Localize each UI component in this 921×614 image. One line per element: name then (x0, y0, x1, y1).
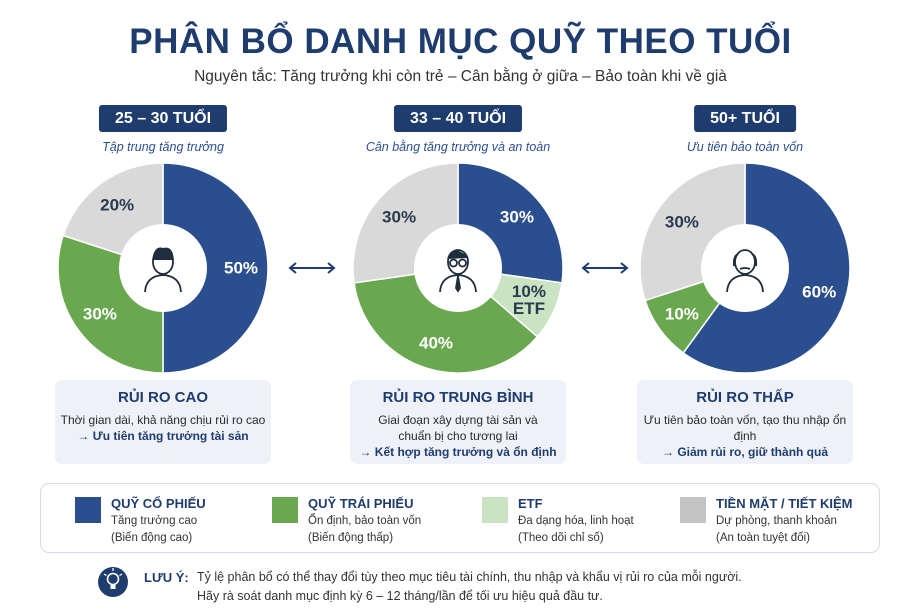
note-text: Tỷ lệ phân bổ có thể thay đổi tùy theo m… (197, 570, 742, 584)
person-hair (152, 247, 174, 261)
arrow (288, 262, 629, 274)
slice-label: 30% (82, 304, 117, 324)
risk-text: → Ưu tiên tăng trưởng tài sản (77, 429, 249, 443)
person-head (734, 249, 756, 275)
person-icon (726, 249, 764, 293)
person-glasses (449, 258, 458, 268)
chart-title: 50+ TUỔI (694, 105, 796, 132)
risk-title: RỦI RO TRUNG BÌNH (382, 389, 534, 406)
risk-box: RỦI RO TRUNG BÌNH Giai đoạn xây dựng tài … (350, 380, 566, 464)
slice-label: 20% (100, 195, 135, 215)
risk-box: RỦI RO CAO Thời gian dài, khả năng chịu r… (55, 380, 271, 464)
legend-swatch (75, 497, 101, 523)
legend-name: TIỀN MẶT / TIẾT KIỆM (716, 496, 853, 511)
risk-text: Ưu tiên bảo toàn vốn, tạo thu nhập ổn đị… (643, 413, 847, 443)
legend-name: QUỸ TRÁI PHIẾU (308, 496, 414, 511)
legend-box (40, 483, 880, 553)
person-hair (732, 253, 758, 267)
risk-title: RỦI RO CAO (118, 389, 208, 406)
risk-text: Thời gian dài, khả năng chịu rủi ro cao (60, 413, 266, 427)
risk-text: chuẩn bị cho tương lai (398, 429, 518, 443)
chart-subtitle: Tập trung tăng trưởng (102, 140, 224, 154)
risk-title: RỦI RO THẤP (696, 389, 794, 406)
legend-swatch (272, 497, 298, 523)
person-icon (144, 247, 182, 293)
legend-name: ETF (518, 496, 543, 511)
legend-desc: (Biến động thấp) (308, 532, 394, 544)
slice-label: 60% (802, 282, 837, 302)
legend-desc: Ổn định, bảo toàn vốn (308, 515, 422, 527)
person-mustache (739, 267, 751, 270)
legend-name: QUỸ CỔ PHIẾU (111, 496, 206, 511)
slice-label: 30% (664, 212, 699, 232)
legend-desc: Dự phòng, thanh khoản (716, 515, 837, 527)
legend-desc: Tăng trưởng cao (111, 515, 198, 527)
risk-text: → Giảm rủi ro, giữ thành quả (661, 445, 829, 459)
chart-subtitle: Cân bằng tăng trưởng và an toàn (365, 140, 551, 154)
slice-label: 10% ETF (511, 282, 546, 319)
legend-desc: (Biến động cao) (111, 532, 193, 544)
person-body (144, 274, 182, 293)
note-icon (98, 567, 128, 597)
page-title: PHÂN BỔ DANH MỤC QUỸ THEO TUỔI (129, 22, 792, 61)
person-icon (439, 249, 477, 293)
legend-desc: (An toàn tuyệt đối) (716, 532, 810, 544)
person-hair (447, 250, 469, 260)
risk-text: → Kết hợp tăng trưởng và ổn định (359, 445, 557, 459)
legend-swatch (482, 497, 508, 523)
risk-box: RỦI RO THẤP Ưu tiên bảo toàn vốn, tạo thu… (637, 380, 853, 464)
slice-label: 30% (499, 207, 534, 227)
chart-subtitle: Ưu tiên bảo toàn vốn (686, 140, 804, 154)
slice-label: 10% (664, 304, 699, 324)
page-subtitle: Nguyên tắc: Tăng trưởng khi còn trẻ – Câ… (194, 68, 727, 85)
legend-swatch (680, 497, 706, 523)
person-body (439, 274, 477, 293)
person-glasses (458, 258, 467, 268)
chart-title: 33 – 40 TUỔI (393, 105, 523, 132)
legend-desc: Đa dạng hóa, linh hoạt (518, 515, 634, 527)
slice-label: 50% (223, 258, 259, 278)
note-text: Hãy rà soát danh mục định kỳ 6 – 12 thán… (197, 589, 603, 603)
risk-text: Giai đoạn xây dựng tài sản và (378, 413, 538, 427)
legend-desc: (Theo dõi chỉ số) (518, 532, 604, 544)
note-label: LƯU Ý: (144, 570, 189, 585)
chart-title: 25 – 30 TUỔI (98, 105, 228, 132)
person-body (726, 274, 764, 293)
slice-label: 30% (382, 207, 417, 227)
person-tie (455, 275, 461, 293)
slice-label: 40% (419, 333, 454, 353)
